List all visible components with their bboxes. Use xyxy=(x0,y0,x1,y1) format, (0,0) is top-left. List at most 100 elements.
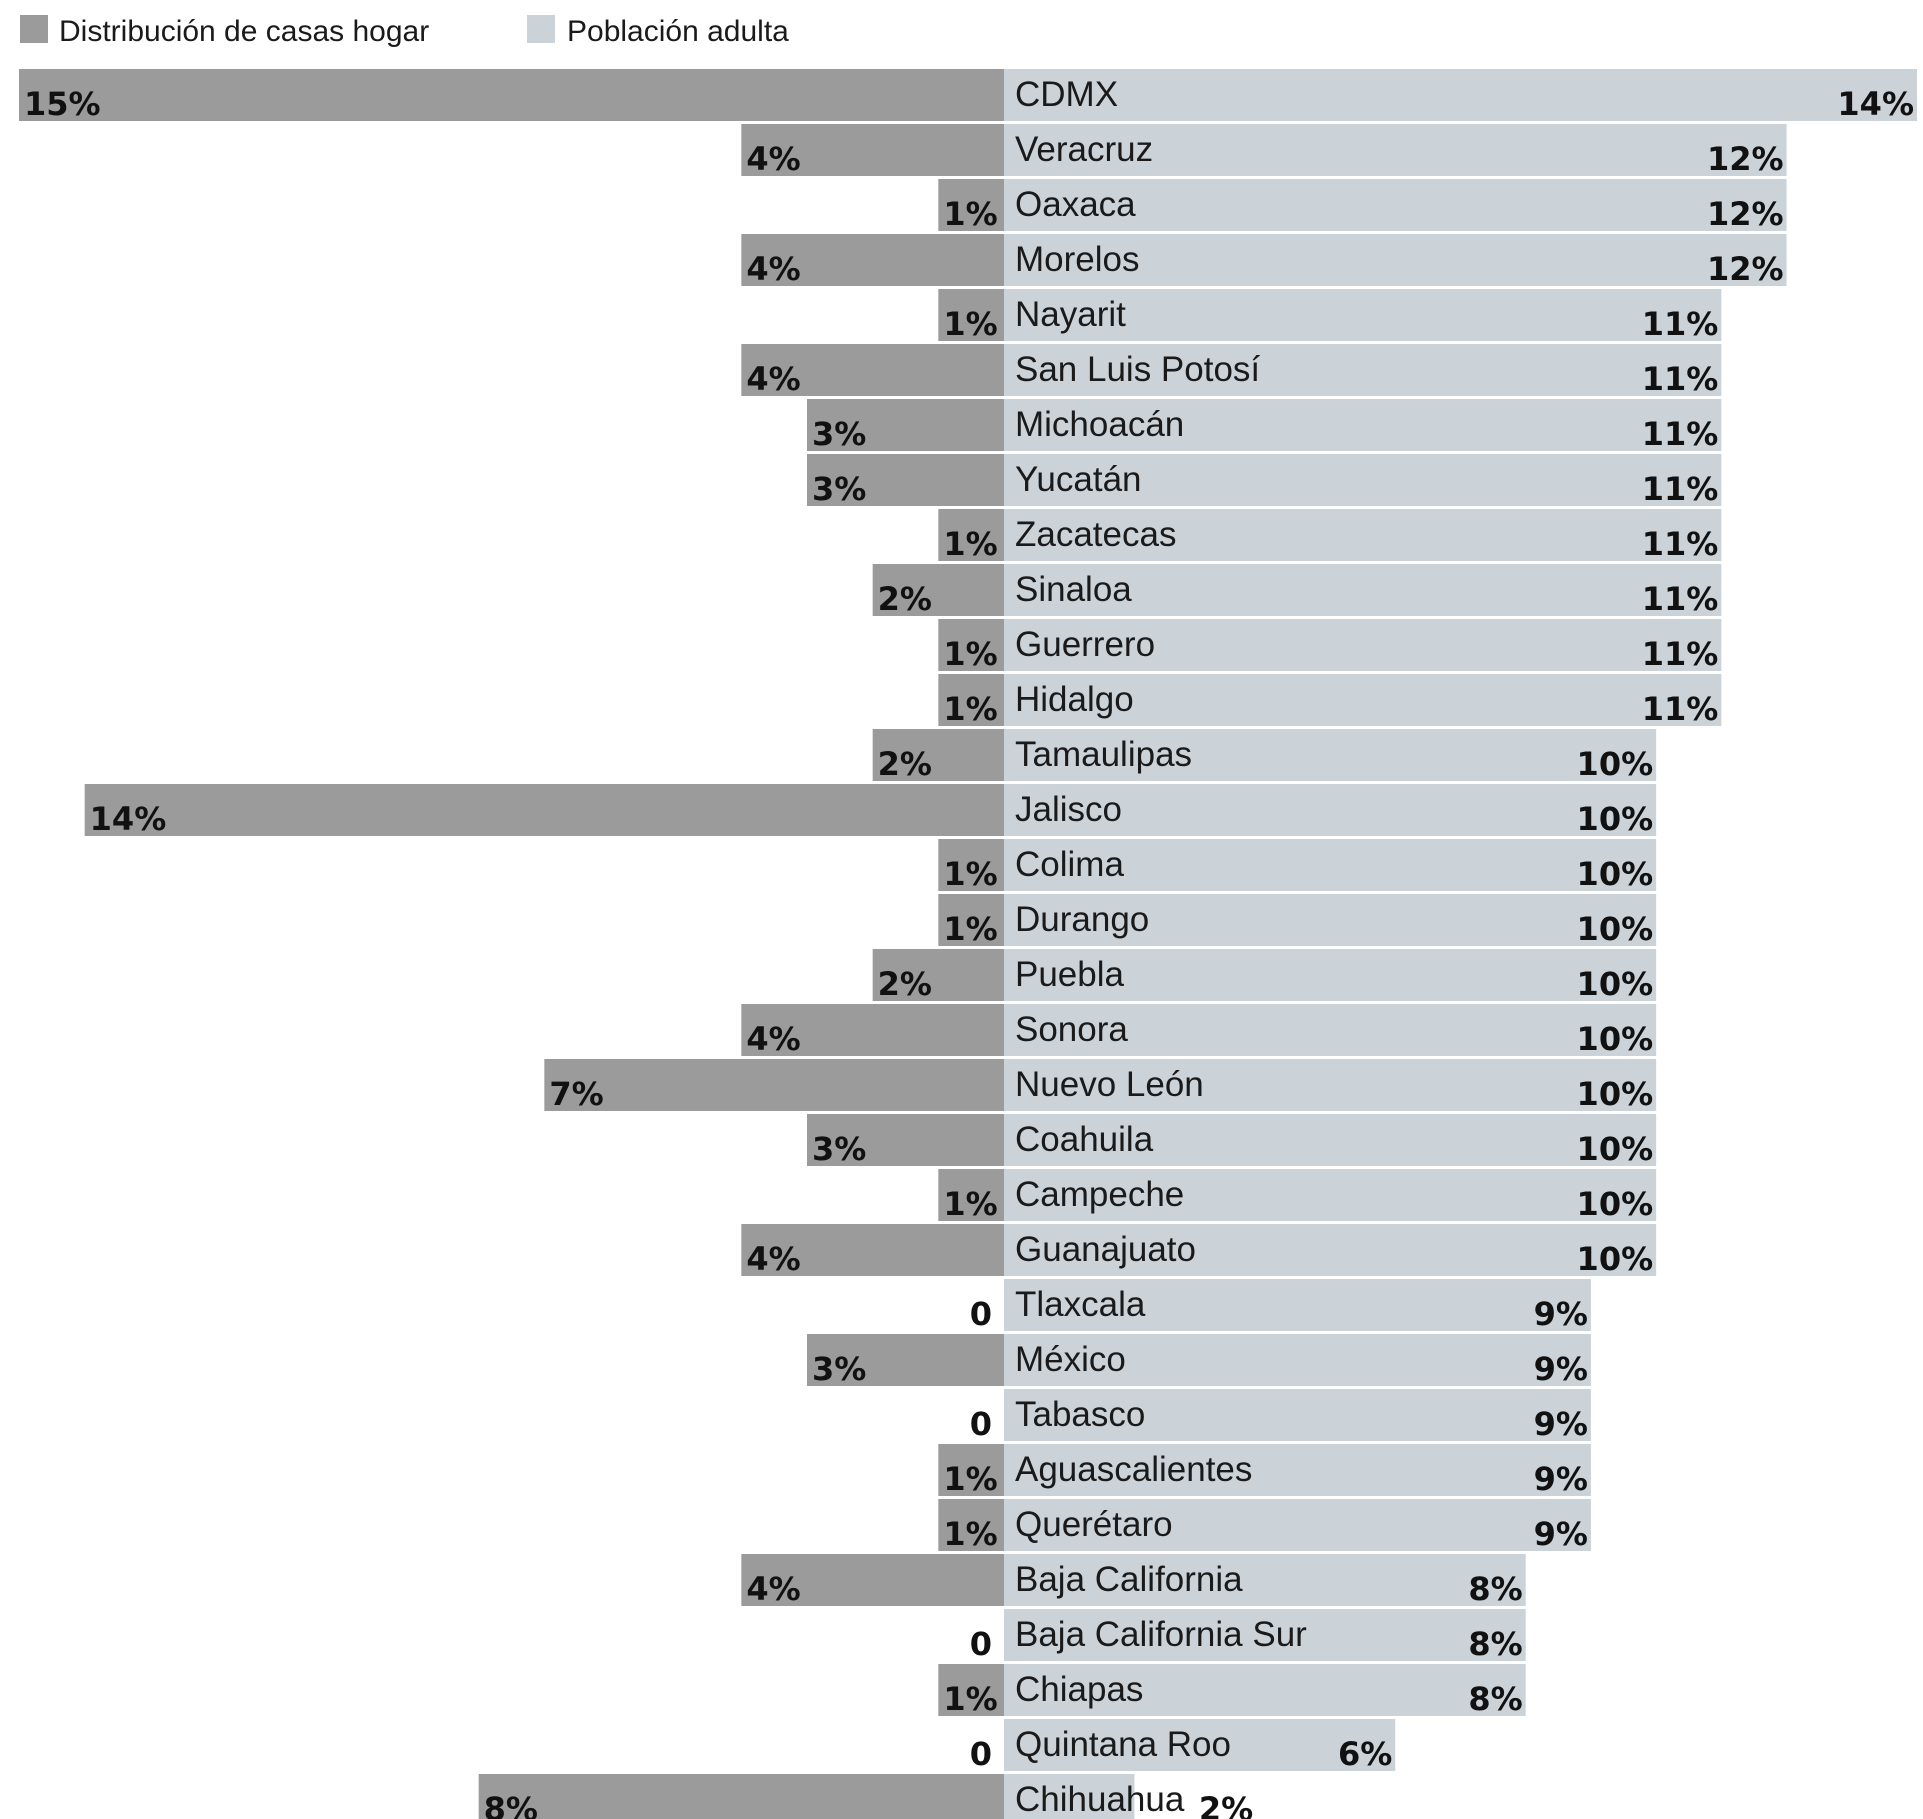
row-coahuila: 3% Coahuila 10% xyxy=(807,1114,1657,1168)
state-label-quintana-roo: Quintana Roo xyxy=(1015,1725,1231,1764)
row-queretaro: 1% Querétaro 9% xyxy=(938,1499,1591,1553)
state-label-queretaro: Querétaro xyxy=(1015,1505,1173,1544)
label-poblacion-nuevo-leon: 10% xyxy=(1577,1075,1654,1113)
bar-poblacion-cdmx xyxy=(1004,69,1917,121)
row-cdmx: 15% CDMX 14% xyxy=(19,69,1917,123)
label-casas-coahuila: 3% xyxy=(812,1130,866,1168)
bar-poblacion-tamaulipas xyxy=(1004,729,1657,781)
label-casas-nuevo-leon: 7% xyxy=(549,1075,603,1113)
label-casas-queretaro: 1% xyxy=(943,1515,997,1553)
label-casas-guanajuato: 4% xyxy=(746,1240,800,1278)
bar-casas-yucatan xyxy=(807,454,1004,506)
state-label-colima: Colima xyxy=(1015,845,1124,884)
label-casas-san-luis-potosi: 4% xyxy=(746,360,800,398)
state-label-aguascalientes: Aguascalientes xyxy=(1015,1450,1252,1489)
label-poblacion-morelos: 12% xyxy=(1707,250,1784,288)
row-veracruz: 4% Veracruz 12% xyxy=(741,124,1787,178)
state-label-tamaulipas: Tamaulipas xyxy=(1015,735,1192,774)
label-poblacion-puebla: 10% xyxy=(1577,965,1654,1003)
bar-casas-campeche xyxy=(938,1169,1004,1221)
label-casas-chihuahua: 8% xyxy=(484,1790,538,1819)
label-poblacion-tlaxcala: 9% xyxy=(1534,1295,1588,1333)
label-poblacion-guanajuato: 10% xyxy=(1577,1240,1654,1278)
row-sinaloa: 2% Sinaloa 11% xyxy=(872,564,1722,618)
state-label-baja-california: Baja California xyxy=(1015,1560,1243,1599)
label-poblacion-nayarit: 11% xyxy=(1642,305,1719,343)
bar-casas-oaxaca xyxy=(938,179,1004,231)
bar-poblacion-yucatan xyxy=(1004,454,1722,506)
legend-label-poblacion: Población adulta xyxy=(567,15,789,48)
bar-casas-puebla xyxy=(872,949,1004,1001)
state-label-guanajuato: Guanajuato xyxy=(1015,1230,1196,1269)
label-poblacion-campeche: 10% xyxy=(1577,1185,1654,1223)
row-zacatecas: 1% Zacatecas 11% xyxy=(938,509,1722,563)
bar-casas-chiapas xyxy=(938,1664,1004,1716)
state-label-michoacan: Michoacán xyxy=(1015,405,1184,444)
bar-casas-coahuila xyxy=(807,1114,1004,1166)
bar-poblacion-sinaloa xyxy=(1004,564,1722,616)
bar-casas-colima xyxy=(938,839,1004,891)
legend: Distribución de casas hogar Población ad… xyxy=(20,15,789,48)
label-casas-oaxaca: 1% xyxy=(943,195,997,233)
state-label-san-luis-potosi: San Luis Potosí xyxy=(1015,350,1260,389)
state-label-chiapas: Chiapas xyxy=(1015,1670,1143,1709)
row-puebla: 2% Puebla 10% xyxy=(872,949,1657,1003)
row-hidalgo: 1% Hidalgo 11% xyxy=(938,674,1722,728)
row-campeche: 1% Campeche 10% xyxy=(938,1169,1657,1223)
label-poblacion-guerrero: 11% xyxy=(1642,635,1719,673)
label-casas-quintana-roo: 0 xyxy=(970,1735,992,1773)
bar-casas-sonora xyxy=(741,1004,1004,1056)
row-nuevo-leon: 7% Nuevo León 10% xyxy=(544,1059,1657,1113)
bar-poblacion-coahuila xyxy=(1004,1114,1657,1166)
state-label-campeche: Campeche xyxy=(1015,1175,1184,1214)
row-guanajuato: 4% Guanajuato 10% xyxy=(741,1224,1657,1278)
bar-poblacion-chiapas xyxy=(1004,1664,1526,1716)
label-casas-zacatecas: 1% xyxy=(943,525,997,563)
label-casas-guerrero: 1% xyxy=(943,635,997,673)
bar-poblacion-quintana-roo xyxy=(1004,1719,1396,1771)
label-poblacion-oaxaca: 12% xyxy=(1707,195,1784,233)
bar-poblacion-tabasco xyxy=(1004,1389,1591,1441)
bar-poblacion-chihuahua xyxy=(1004,1774,1135,1819)
label-casas-puebla: 2% xyxy=(878,965,932,1003)
label-casas-baja-california-sur: 0 xyxy=(970,1625,992,1663)
label-casas-morelos: 4% xyxy=(746,250,800,288)
label-casas-jalisco: 14% xyxy=(90,800,167,838)
bar-poblacion-campeche xyxy=(1004,1169,1657,1221)
bar-poblacion-guerrero xyxy=(1004,619,1722,671)
bar-poblacion-sonora xyxy=(1004,1004,1657,1056)
bar-casas-guanajuato xyxy=(741,1224,1004,1276)
bar-casas-nayarit xyxy=(938,289,1004,341)
bar-casas-zacatecas xyxy=(938,509,1004,561)
state-label-puebla: Puebla xyxy=(1015,955,1125,994)
label-casas-hidalgo: 1% xyxy=(943,690,997,728)
bar-casas-queretaro xyxy=(938,1499,1004,1551)
state-label-nayarit: Nayarit xyxy=(1015,295,1126,334)
label-poblacion-cdmx: 14% xyxy=(1837,85,1914,123)
bar-poblacion-michoacan xyxy=(1004,399,1722,451)
label-casas-mexico: 3% xyxy=(812,1350,866,1388)
bar-poblacion-tlaxcala xyxy=(1004,1279,1591,1331)
bar-casas-san-luis-potosi xyxy=(741,344,1004,396)
legend-label-casas: Distribución de casas hogar xyxy=(59,15,429,48)
label-casas-tamaulipas: 2% xyxy=(878,745,932,783)
label-poblacion-zacatecas: 11% xyxy=(1642,525,1719,563)
row-san-luis-potosi: 4% San Luis Potosí 11% xyxy=(741,344,1722,398)
bar-poblacion-nuevo-leon xyxy=(1004,1059,1657,1111)
state-label-nuevo-leon: Nuevo León xyxy=(1015,1065,1204,1104)
bar-poblacion-guanajuato xyxy=(1004,1224,1657,1276)
row-aguascalientes: 1% Aguascalientes 9% xyxy=(938,1444,1591,1498)
label-poblacion-chihuahua: 2% xyxy=(1199,1790,1253,1819)
label-poblacion-michoacan: 11% xyxy=(1642,415,1719,453)
state-label-tlaxcala: Tlaxcala xyxy=(1015,1285,1146,1324)
row-quintana-roo: 0 Quintana Roo 6% xyxy=(970,1719,1396,1773)
bar-poblacion-hidalgo xyxy=(1004,674,1722,726)
label-poblacion-tamaulipas: 10% xyxy=(1577,745,1654,783)
row-colima: 1% Colima 10% xyxy=(938,839,1657,893)
label-poblacion-aguascalientes: 9% xyxy=(1534,1460,1588,1498)
bar-casas-nuevo-leon xyxy=(544,1059,1004,1111)
bar-poblacion-baja-california-sur xyxy=(1004,1609,1526,1661)
label-poblacion-quintana-roo: 6% xyxy=(1338,1735,1392,1773)
bar-casas-cdmx xyxy=(19,69,1004,121)
